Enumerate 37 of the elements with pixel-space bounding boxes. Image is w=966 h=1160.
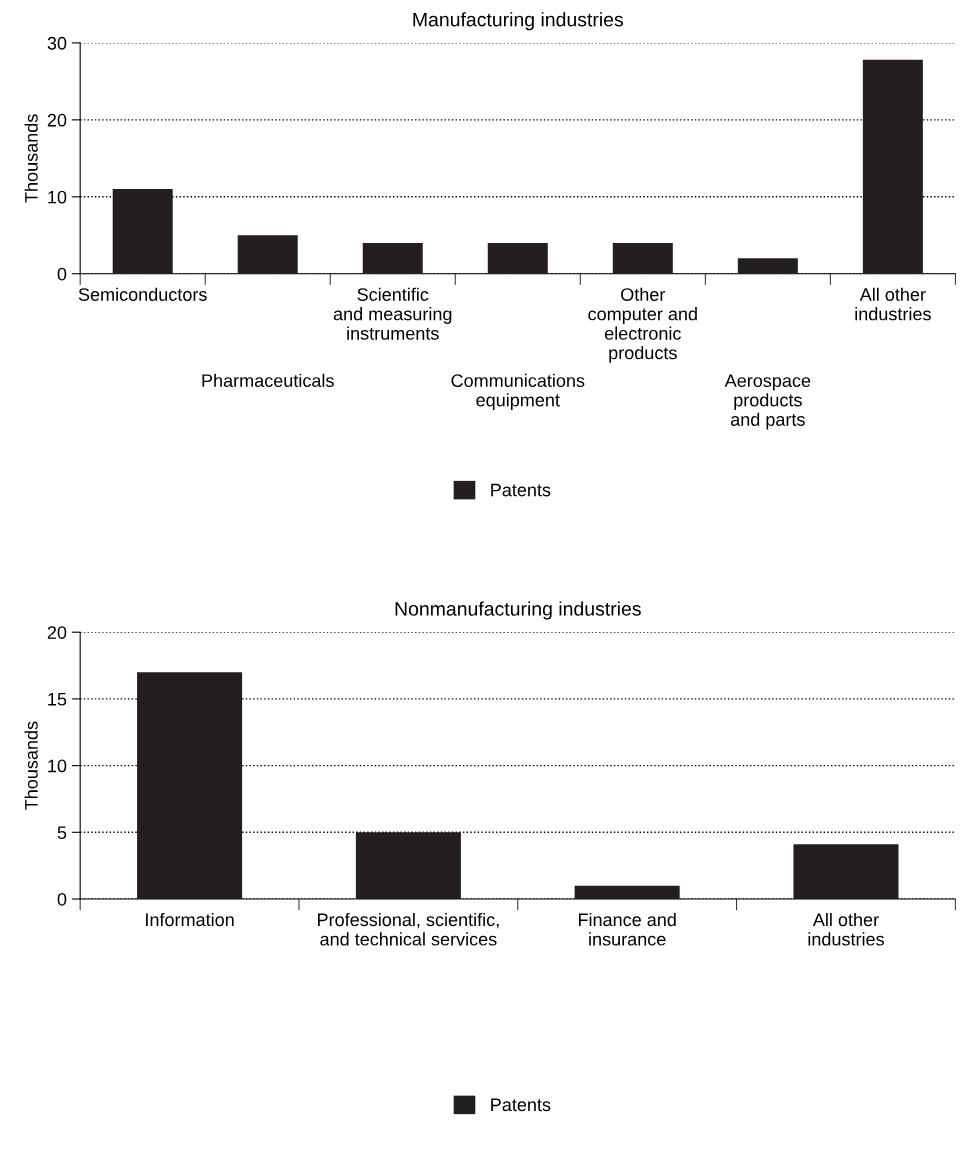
chart-title: Manufacturing industries [413,12,623,31]
x-tick-label: Professional, scientific, and technical services [318,912,499,946]
bar [355,832,461,899]
x-tick-label: Aerospace products and parts [724,374,811,430]
y-tick-label: 20 [47,626,67,639]
bar [362,242,423,274]
x-tick-label: Communications equipment [451,373,585,411]
y-axis-title: Thousands [24,114,38,203]
y-tick-label: 30 [47,36,67,50]
x-tick-label: Pharmaceuticals [202,373,334,388]
bar [137,672,243,899]
y-tick-label: 15 [48,693,67,706]
x-tick-label: All other industries [808,912,884,946]
bar [574,885,680,899]
y-tick-label: 0 [57,892,67,906]
x-tick-label: Information [146,912,234,927]
x-tick-label: Semiconductors [78,287,207,301]
bar [237,235,298,274]
x-tick-label: Finance and insurance [578,912,676,946]
bar [793,844,899,899]
y-tick-label: 20 [47,113,67,127]
y-axis-title: Thousands [24,721,38,810]
bar [737,258,798,274]
x-tick-label: Scientific and measuring instruments [333,287,452,340]
bar [612,242,673,274]
legend-label: Patents [491,1098,551,1112]
x-tick-label: All other industries [855,287,931,321]
bar [862,59,923,274]
y-tick-label: 10 [48,759,67,773]
y-tick-label: 10 [48,190,67,204]
bar [112,189,173,274]
legend-label: Patents [491,483,551,497]
chart-title: Nonmanufacturing industries [395,601,641,620]
x-tick-label: Other computer and electronic products [588,287,697,363]
y-tick-label: 0 [57,267,67,281]
y-tick-label: 5 [57,826,67,840]
bar [487,242,548,274]
